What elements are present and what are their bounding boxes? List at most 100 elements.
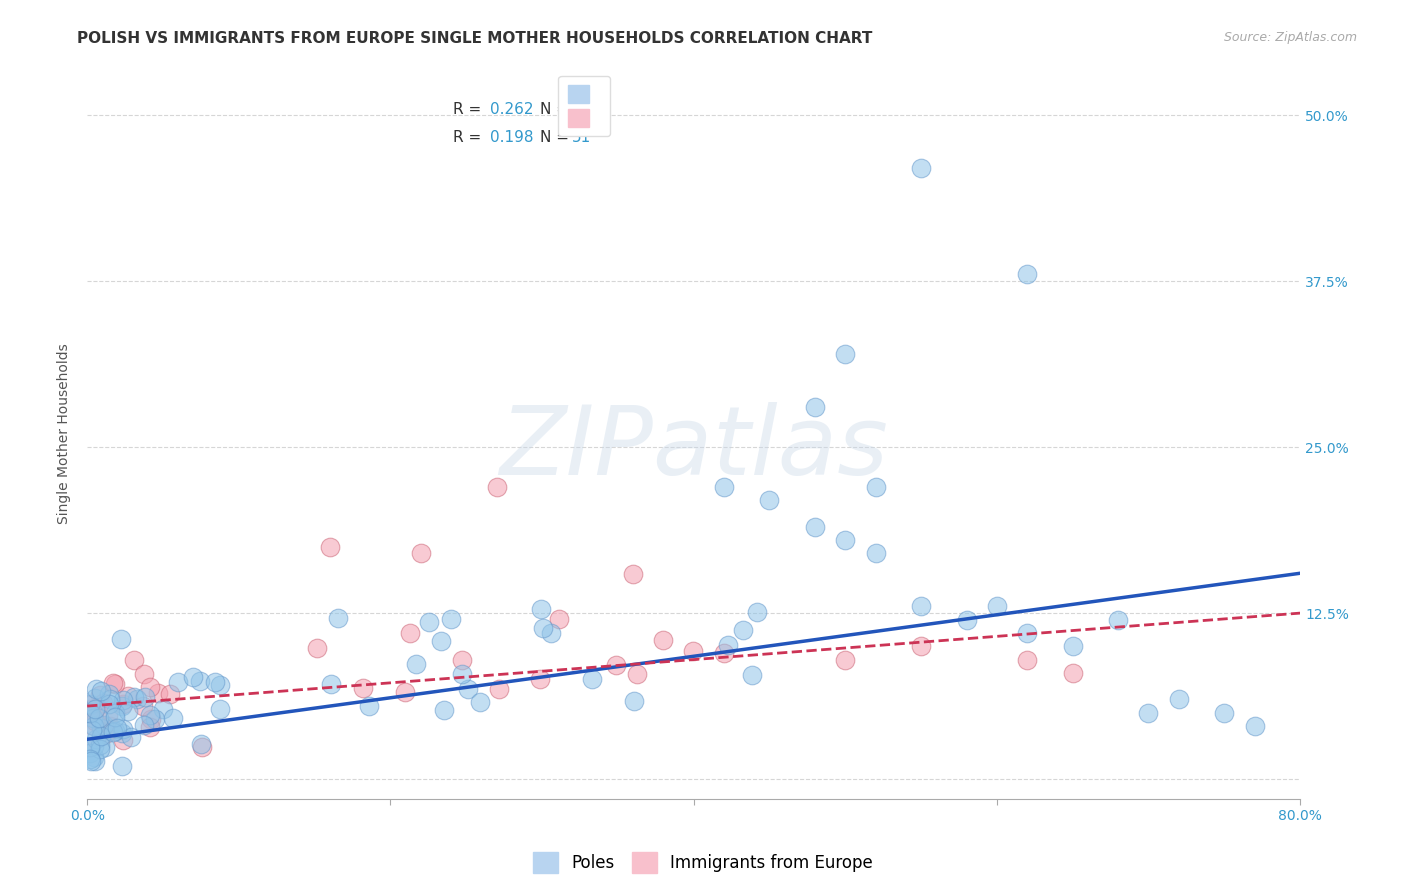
Point <box>120 730 142 744</box>
Point <box>1243 719 1265 733</box>
Point <box>117 704 139 718</box>
Point <box>626 667 648 681</box>
Point <box>621 567 644 582</box>
Point <box>139 720 162 734</box>
Point <box>352 681 374 695</box>
Point <box>183 670 205 684</box>
Point <box>159 687 181 701</box>
Point <box>319 540 342 554</box>
Point <box>450 666 472 681</box>
Point <box>540 626 562 640</box>
Point <box>138 681 160 695</box>
Point <box>399 626 422 640</box>
Text: 95: 95 <box>572 102 592 117</box>
Point <box>986 599 1008 614</box>
Point <box>1213 706 1236 720</box>
Text: 0.262: 0.262 <box>489 102 533 117</box>
Point <box>80 723 103 738</box>
Text: 0.198: 0.198 <box>489 129 533 145</box>
Point <box>79 703 101 717</box>
Point <box>79 698 101 713</box>
Point <box>321 677 343 691</box>
Point <box>204 675 226 690</box>
Point <box>152 702 174 716</box>
Point <box>80 717 103 731</box>
Text: Source: ZipAtlas.com: Source: ZipAtlas.com <box>1223 31 1357 45</box>
Point <box>530 602 553 616</box>
Point <box>90 730 112 744</box>
Point <box>865 480 887 494</box>
Point <box>84 681 107 696</box>
Point <box>83 714 105 728</box>
Point <box>1062 640 1084 654</box>
Point <box>529 672 551 686</box>
Text: R =: R = <box>454 102 486 117</box>
Point <box>910 599 932 614</box>
Point <box>548 612 571 626</box>
Point <box>125 691 148 706</box>
Point <box>111 697 134 711</box>
Point <box>103 706 125 720</box>
Point <box>713 646 735 660</box>
Point <box>83 691 105 706</box>
Point <box>122 653 145 667</box>
Point <box>1167 692 1189 706</box>
Point <box>101 724 124 739</box>
Point <box>834 347 856 361</box>
Point <box>305 640 328 655</box>
Point <box>430 633 453 648</box>
Point <box>89 738 111 752</box>
Point <box>190 737 212 751</box>
Point <box>89 741 111 756</box>
Point <box>82 711 104 725</box>
Point <box>91 696 114 710</box>
Point <box>100 719 122 733</box>
Point <box>394 685 416 699</box>
Point <box>143 712 166 726</box>
Point <box>717 638 740 652</box>
Text: POLISH VS IMMIGRANTS FROM EUROPE SINGLE MOTHER HOUSEHOLDS CORRELATION CHART: POLISH VS IMMIGRANTS FROM EUROPE SINGLE … <box>77 31 873 46</box>
Point <box>581 673 603 687</box>
Point <box>485 480 508 494</box>
Point <box>90 721 112 735</box>
Point <box>910 161 932 175</box>
Point <box>83 701 105 715</box>
Point <box>1062 665 1084 680</box>
Point <box>94 739 117 754</box>
Point <box>162 711 184 725</box>
Legend: , : , <box>558 76 610 136</box>
Point <box>83 750 105 764</box>
Point <box>1017 626 1039 640</box>
Point <box>111 692 134 706</box>
Text: N =: N = <box>540 102 574 117</box>
Point <box>80 754 103 768</box>
Point <box>359 698 381 713</box>
Point <box>713 480 735 494</box>
Point <box>79 697 101 711</box>
Point <box>111 726 134 740</box>
Point <box>89 689 111 703</box>
Point <box>1017 268 1039 282</box>
Point <box>758 493 780 508</box>
Point <box>834 652 856 666</box>
Point <box>101 675 124 690</box>
Point <box>440 612 463 626</box>
Point <box>103 677 125 691</box>
Text: ZIPatlas: ZIPatlas <box>499 402 889 495</box>
Point <box>83 711 105 725</box>
Point <box>326 611 349 625</box>
Point <box>1017 652 1039 666</box>
Text: R =: R = <box>454 129 486 145</box>
Point <box>834 533 856 547</box>
Point <box>1137 706 1160 720</box>
Text: N =: N = <box>540 129 574 145</box>
Point <box>955 613 977 627</box>
Point <box>98 691 121 706</box>
Point <box>87 711 110 725</box>
Point <box>1107 613 1129 627</box>
Point <box>83 739 105 753</box>
Point <box>104 723 127 738</box>
Point <box>418 615 440 629</box>
Point <box>97 687 120 701</box>
Point <box>94 727 117 741</box>
